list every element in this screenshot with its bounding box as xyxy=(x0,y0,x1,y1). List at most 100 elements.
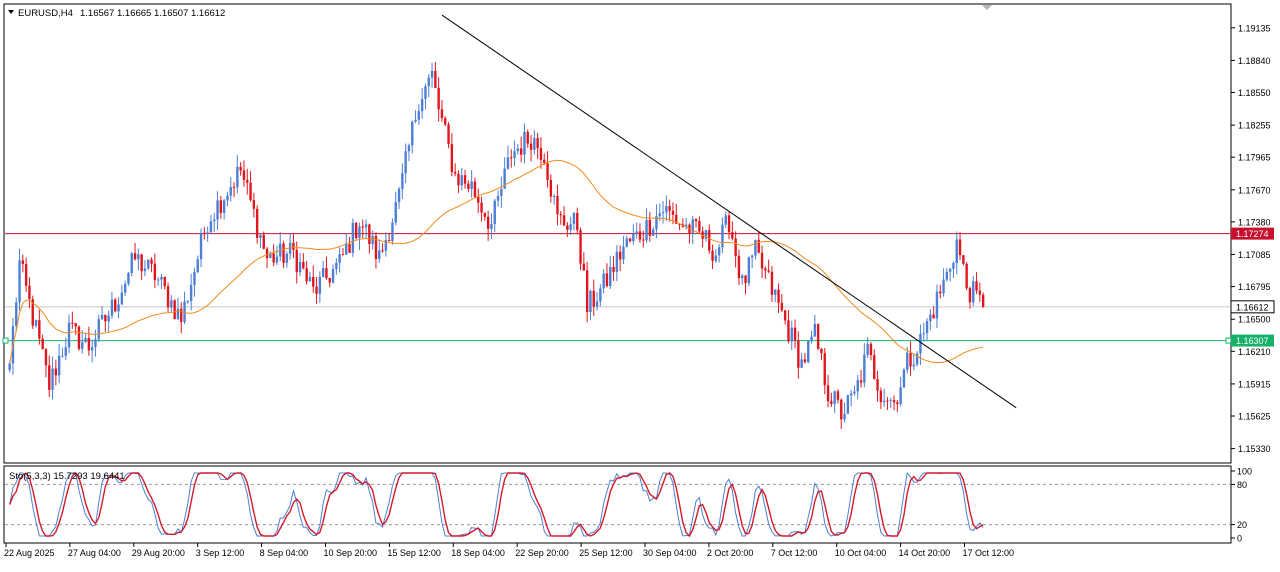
ohlc-open: 1.16567 xyxy=(80,8,114,19)
candle-body xyxy=(536,137,539,148)
candle-body xyxy=(94,339,97,348)
oscillator-tick-label: 100 xyxy=(1237,467,1252,477)
shift-marker-icon[interactable] xyxy=(982,5,992,10)
candle-body xyxy=(800,359,803,368)
candle-body xyxy=(919,333,922,354)
candle-body xyxy=(513,151,516,159)
candle-body xyxy=(229,187,232,196)
candle-body xyxy=(61,355,64,357)
candle-body xyxy=(612,266,615,272)
candle-body xyxy=(569,224,572,230)
candle-body xyxy=(384,239,388,251)
level-anchor-handle[interactable] xyxy=(2,337,9,344)
time-tick-label: 17 Oct 12:00 xyxy=(963,548,1015,558)
candle-body xyxy=(585,270,589,312)
candle-body xyxy=(549,179,553,197)
candle-body xyxy=(579,230,582,264)
candle-body xyxy=(523,131,526,155)
time-tick-label: 2 Oct 20:00 xyxy=(707,548,754,558)
candle-body xyxy=(533,137,536,150)
candle-body xyxy=(496,195,500,201)
level-anchor-handle[interactable] xyxy=(1225,337,1232,344)
candle-body xyxy=(915,353,919,365)
candle-body xyxy=(823,353,826,386)
candle-body xyxy=(163,276,166,287)
candle-body xyxy=(671,210,675,215)
candle-body xyxy=(889,399,892,401)
candle-body xyxy=(298,262,302,273)
candle-body xyxy=(31,299,34,326)
candle-body xyxy=(529,143,533,150)
candle-body xyxy=(628,238,632,242)
candle-body xyxy=(368,224,371,245)
candle-body xyxy=(820,348,823,354)
candle-body xyxy=(328,277,331,283)
trend-line[interactable] xyxy=(441,14,1017,409)
candle-body xyxy=(691,219,694,234)
time-tick-label: 30 Sep 04:00 xyxy=(643,548,697,558)
candle-body xyxy=(176,308,180,319)
candle-body xyxy=(275,256,279,263)
candle-body xyxy=(975,281,978,291)
candle-body xyxy=(853,391,856,394)
time-tick-label: 25 Sep 12:00 xyxy=(579,548,633,558)
candle-body xyxy=(189,285,193,301)
candle-body xyxy=(618,251,622,260)
candle-body xyxy=(859,380,863,383)
candle-body xyxy=(166,286,170,308)
candle-body xyxy=(117,304,120,312)
candle-body xyxy=(180,308,183,322)
candle-body xyxy=(556,195,559,215)
candle-body xyxy=(44,349,48,366)
candle-body xyxy=(394,202,397,223)
time-tick-label: 18 Sep 04:00 xyxy=(451,548,505,558)
candle-body xyxy=(754,239,757,256)
candle-body xyxy=(199,232,203,260)
candle-body xyxy=(922,333,925,335)
time-tick-label: 10 Sep 20:00 xyxy=(324,548,378,558)
candle-body xyxy=(625,238,628,247)
time-tick-label: 14 Oct 20:00 xyxy=(899,548,951,558)
candle-body xyxy=(605,273,609,287)
candle-body xyxy=(724,215,727,225)
candle-body xyxy=(153,263,157,281)
candle-body xyxy=(331,268,335,283)
candle-body xyxy=(295,249,298,273)
candle-body xyxy=(833,391,836,404)
price-tick-label: 1.15625 xyxy=(1238,411,1271,421)
candle-body xyxy=(810,336,813,342)
candle-body xyxy=(490,224,493,229)
candle-body xyxy=(526,131,529,144)
candle-body xyxy=(780,302,784,311)
candle-body xyxy=(714,255,718,261)
candle-body xyxy=(790,327,793,342)
symbol-menu-triangle-icon[interactable] xyxy=(8,10,14,14)
price-axis[interactable]: 1.19135 1.18840 1.18550 1.18255 1.17965 1.176… xyxy=(1231,23,1271,454)
candle-body xyxy=(341,254,345,256)
price-tick-label: 1.18550 xyxy=(1238,88,1271,98)
candle-body xyxy=(589,290,592,312)
candle-body xyxy=(170,300,173,308)
candle-body xyxy=(345,244,348,255)
candle-body xyxy=(292,242,295,250)
candle-body xyxy=(71,322,74,324)
candle-body xyxy=(622,246,625,260)
candle-body xyxy=(978,290,982,295)
price-tick-label: 1.17965 xyxy=(1238,153,1271,163)
candle-body xyxy=(952,263,955,269)
candle-body xyxy=(209,221,213,233)
candle-body xyxy=(615,251,619,272)
candle-body xyxy=(186,300,190,302)
time-axis[interactable]: 22 Aug 2025 27 Aug 04:00 29 Aug 20:00 3 Sep… xyxy=(4,543,1014,558)
ohlc-close: 1.16612 xyxy=(191,8,225,19)
price-tick-label: 1.18840 xyxy=(1238,56,1271,66)
candle-body xyxy=(543,159,546,164)
candle-body xyxy=(760,252,764,269)
candle-body xyxy=(364,224,368,228)
candle-body xyxy=(602,273,605,289)
candle-body xyxy=(173,300,176,319)
candle-body xyxy=(259,234,262,238)
candle-body xyxy=(866,343,869,355)
